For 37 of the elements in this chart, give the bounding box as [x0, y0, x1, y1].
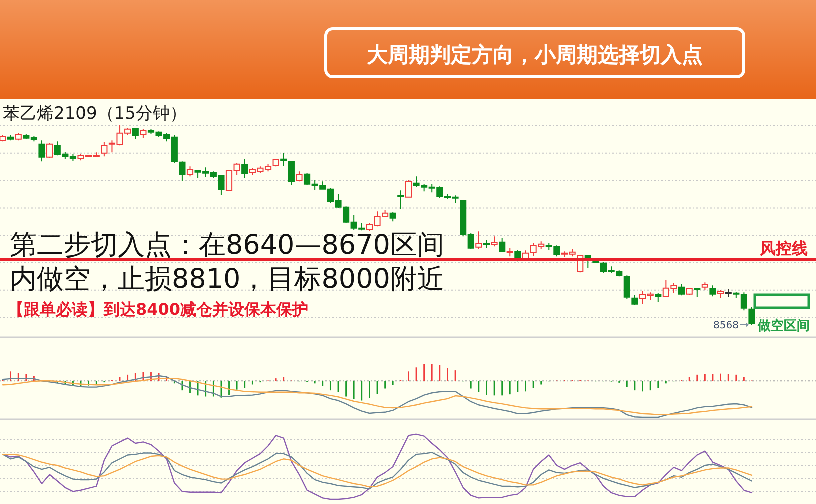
text: 做空区间	[757, 318, 810, 334]
candlestick	[390, 212, 396, 222]
candlestick	[491, 236, 498, 248]
candlestick	[725, 288, 732, 298]
candlestick	[186, 166, 194, 178]
candlestick	[483, 240, 490, 249]
candlestick	[632, 294, 638, 306]
candlestick	[476, 231, 482, 250]
candlestick	[702, 282, 708, 290]
candlestick	[398, 190, 404, 210]
chart-subtitle: 大周期判定方向，小周期选择切入点	[367, 42, 703, 67]
candlestick	[38, 140, 46, 162]
candlestick	[655, 292, 662, 303]
candlestick	[15, 132, 22, 142]
ref-line-label: 风控线	[759, 239, 808, 258]
candlestick	[179, 161, 186, 182]
candlestick	[0, 134, 6, 142]
candlestick	[506, 248, 514, 258]
candlestick	[46, 142, 54, 159]
annotation: 内做空，止损8810，目标8000附近	[10, 264, 444, 295]
candlestick	[686, 288, 693, 296]
candlestick	[140, 128, 147, 139]
candlestick	[710, 285, 716, 298]
candlestick	[405, 180, 412, 198]
candlestick	[717, 290, 724, 299]
annotation: 【跟单必读】到达8400减仓并设保本保护	[8, 300, 309, 319]
annotation: 第二步切入点：在8640—8670区间	[10, 230, 444, 261]
candlestick	[694, 288, 701, 298]
candlestick	[678, 284, 686, 296]
candlestick	[8, 134, 14, 142]
candlestick	[242, 158, 248, 179]
candlestick	[296, 171, 303, 182]
candlestick	[499, 238, 506, 253]
candlestick	[132, 128, 139, 140]
chart-title: 苯乙烯2109（15分钟）	[3, 104, 187, 124]
annotation: 8568	[714, 320, 739, 332]
candlestick	[101, 142, 108, 158]
